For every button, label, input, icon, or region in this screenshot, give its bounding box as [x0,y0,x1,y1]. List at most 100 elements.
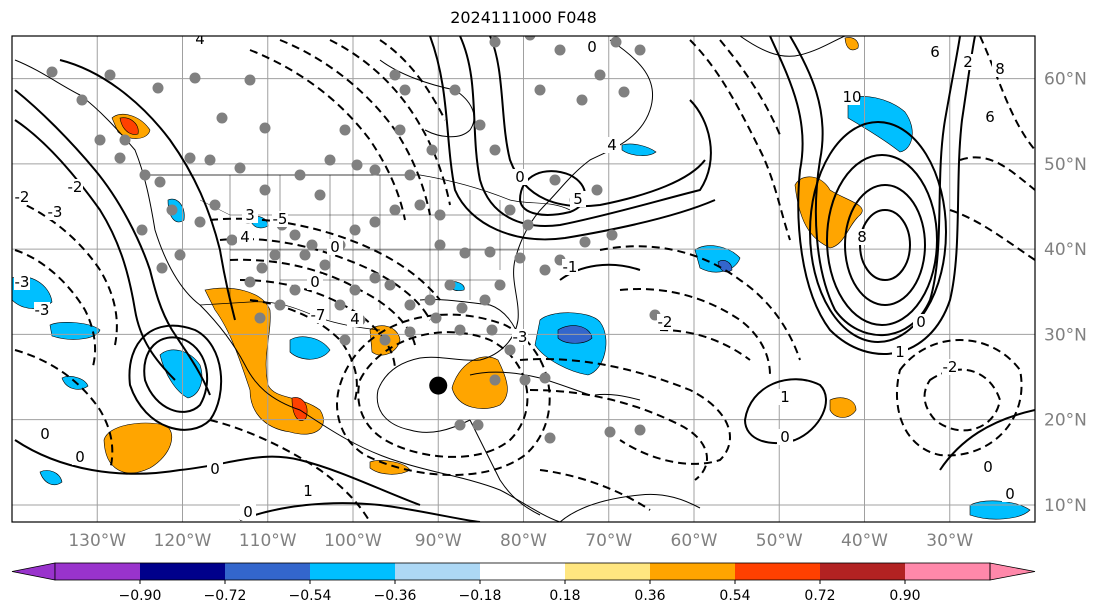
observation-dot [166,204,178,216]
contour-label: -5 [273,210,288,228]
contour-ne-atl-neg [719,39,781,136]
observation-dot [256,262,268,274]
contour-north-neg [379,39,446,121]
orange-patch-small-2 [829,397,857,418]
observation-dot [504,204,516,216]
contour-label: 8 [995,60,1005,78]
colorbar-tick-label: −0.54 [289,588,332,604]
observation-dot [254,312,266,324]
contour-label: 0 [780,428,790,446]
contour-trough-east [489,36,706,208]
contour-east-neg [923,368,1002,432]
contour-label-bg [562,259,578,275]
contour-label-bg [942,359,958,375]
observation-dot [459,247,471,259]
colorbar-segment [905,563,991,580]
observation-dot [426,144,438,156]
observation-dot [379,334,391,346]
observation-dot [244,74,256,86]
observation-dot [269,249,281,261]
contour-east-neg [895,339,1023,457]
contour-atlantic-ridge [769,36,976,355]
contour-label: 10 [842,88,861,106]
observation-dot [544,432,556,444]
observation-dot [634,424,646,436]
contour-label-bg [844,89,860,105]
observation-dot [579,236,591,248]
contour-label: 0 [243,503,253,521]
observation-dot [474,119,486,131]
blue-patch-small-2 [289,336,331,360]
observation-dot [369,272,381,284]
contour-pacific-neg [209,419,371,522]
contour-label: 5 [573,190,583,208]
observation-dot [610,36,622,48]
contour-label-bg [570,191,586,207]
contour-south-neg [539,469,651,511]
colorbar-segment [310,563,396,580]
observation-dot [494,279,506,291]
observation-dot [289,284,301,296]
contour-label-bg [37,426,53,442]
contour-label-bg [300,483,316,499]
south-america-north [559,493,701,522]
contour-label: 1 [895,343,905,361]
blue-patch-pacific-sw [49,321,101,340]
latitude-label: 60°N [1044,70,1087,90]
observation-dot [349,224,361,236]
observation-dot [76,94,88,106]
gulf-coast [419,298,521,341]
contour-high-atlantic [844,184,926,306]
observation-dot [522,219,534,231]
contour-label-bg [47,204,63,220]
observation-dot [524,36,536,41]
observation-dot [94,134,106,146]
contour-loop-south [743,378,827,445]
contour-label: -3 [48,203,63,221]
contour-label: 0 [75,448,85,466]
observation-dot [634,44,646,56]
colorbar-tick-label: 0.90 [889,588,920,604]
observation-dot [351,159,363,171]
observation-dot [244,276,256,288]
colorbar: −0.90 −0.72 −0.54 −0.36 −0.18 0.18 0.36 0.54 0.7… [11,562,1036,604]
contour-atlantic-neg [619,288,771,376]
orange-patch-pacific [103,422,173,474]
contour-label-bg [237,229,253,245]
contour-label-bg [777,429,793,445]
map-panel: -3-244300-1100001086861000-2104-7-55-2-3… [12,36,1035,522]
contour-label-bg [72,449,88,465]
contour-label-bg [512,329,528,345]
contour-label-bg [14,189,30,205]
contour-trough-east [429,36,716,241]
contour-label: 6 [930,43,940,61]
contour-north-neg [279,39,431,216]
blue-patch-small-6 [621,143,657,156]
observation-dot [539,372,551,384]
longitude-label: 130°W [68,531,126,551]
contour-label-bg [310,307,326,323]
observation-dot [234,162,246,174]
observation-dot [294,169,306,181]
blue-patch-small-4 [39,470,63,485]
colorbar-segment [225,563,311,580]
contour-north-neg [329,39,451,206]
contour-label-bg [327,239,343,255]
observation-dot [226,234,238,246]
observation-dot [404,169,416,181]
contour-loop-baja [143,336,209,413]
contour-ne-atl-neg [689,39,791,241]
colorbar-segment [820,563,906,580]
contour-west [14,89,211,396]
contour-gulf-ring [336,313,551,476]
contour-east-neg [979,36,1035,151]
longitude-label: 100°W [324,531,382,551]
contour-label-bg [980,459,996,475]
observation-dot [314,189,326,201]
contour-labels: -3-244300-1100001086861000-2104-7-55-2-3… [14,36,1018,521]
colorbar-tick-label: −0.72 [204,588,247,604]
observation-dot [189,72,201,84]
contour-label: 0 [515,168,525,186]
colorbar-tick-label: −0.36 [374,588,417,604]
contour-label-bg [14,274,30,290]
